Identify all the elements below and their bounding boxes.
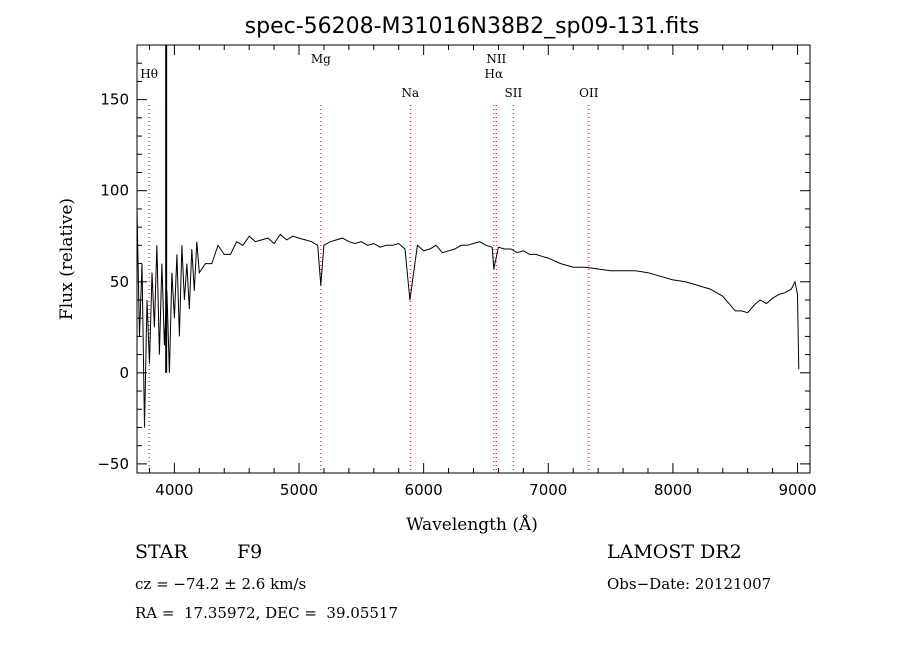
x-tick-label: 4000 bbox=[155, 481, 193, 499]
line-marker-label: Hθ bbox=[140, 67, 158, 81]
y-tick-label: 100 bbox=[100, 182, 129, 200]
x-tick-label: 6000 bbox=[405, 481, 443, 499]
x-tick-label: 7000 bbox=[529, 481, 567, 499]
x-tick-label: 5000 bbox=[280, 481, 318, 499]
x-tick-label: 9000 bbox=[778, 481, 816, 499]
line-marker-label: NII bbox=[486, 52, 506, 66]
spectral-subclass: F9 bbox=[237, 541, 263, 563]
y-tick-label: 0 bbox=[119, 364, 129, 382]
line-marker-label: Mg bbox=[311, 52, 331, 66]
plot-frame bbox=[136, 44, 811, 474]
y-tick-label: 50 bbox=[110, 273, 129, 291]
line-marker-label: Na bbox=[401, 86, 419, 100]
obs-date-text: Obs−Date: 20121007 bbox=[607, 575, 772, 593]
spectrum-line bbox=[136, 208, 800, 428]
y-tick-label: −50 bbox=[97, 455, 129, 473]
object-type: STAR bbox=[135, 541, 188, 563]
y-tick-label: 150 bbox=[100, 91, 129, 109]
chart-title: spec-56208-M31016N38B2_sp09-131.fits bbox=[245, 14, 700, 39]
x-tick-label: 8000 bbox=[654, 481, 692, 499]
x-axis-label: Wavelength (Å) bbox=[406, 514, 538, 535]
line-marker-label: SII bbox=[505, 86, 523, 100]
line-marker-label: Hα bbox=[485, 67, 504, 81]
y-axis-label: Flux (relative) bbox=[57, 198, 77, 320]
survey-label: LAMOST DR2 bbox=[607, 541, 742, 563]
axes: 4000 5000 6000 7000 8000 9000 −50 0 50 100 150 bbox=[97, 45, 817, 499]
line-marker-label: OII bbox=[579, 86, 599, 100]
coordinates-text: RA = 17.35972, DEC = 39.05517 bbox=[135, 604, 399, 622]
redshift-text: cz = −74.2 ± 2.6 km/s bbox=[135, 575, 307, 593]
spectrum-series bbox=[136, 45, 800, 428]
